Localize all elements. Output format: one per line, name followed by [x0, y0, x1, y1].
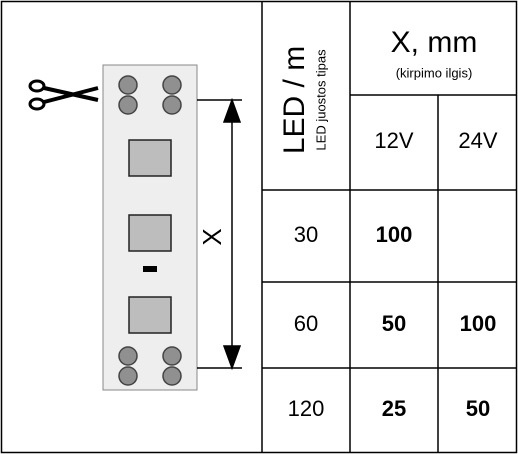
led-count: 60 — [294, 311, 318, 336]
led-header: LED / m — [278, 46, 311, 154]
cut-length: 50 — [466, 396, 490, 421]
led-strip — [102, 64, 198, 391]
led-count: 120 — [288, 396, 325, 421]
table-body: 12V 24V 30 100 60 50 100 120 25 50 — [288, 128, 498, 421]
led-count: 30 — [294, 222, 318, 247]
x-header: X, mm — [391, 26, 478, 59]
dimension — [197, 97, 242, 371]
scissors-icon — [28, 79, 99, 111]
voltage-header: 24V — [458, 128, 497, 153]
dimension-label: X — [197, 228, 227, 245]
cut-length: 50 — [382, 311, 406, 336]
table-lines — [261, 1, 517, 453]
cut-length: 100 — [376, 222, 413, 247]
led-subheader: LED juostos tipas — [313, 49, 328, 151]
voltage-header: 12V — [374, 128, 413, 153]
cut-length: 100 — [460, 311, 497, 336]
cut-length: 25 — [382, 396, 406, 421]
x-subheader: (kirpimo ilgis) — [396, 65, 473, 80]
